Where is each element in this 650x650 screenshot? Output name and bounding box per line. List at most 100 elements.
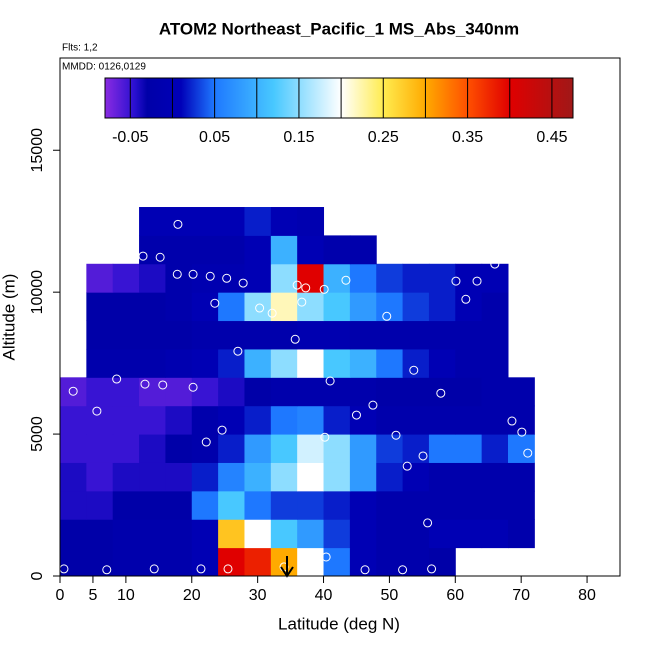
heatmap-cell <box>349 320 377 350</box>
flight-point <box>418 451 428 461</box>
flight-point <box>360 565 370 575</box>
heatmap-cell <box>218 292 245 322</box>
heatmap-cell <box>139 263 166 293</box>
flight-point <box>238 278 248 288</box>
flight-point <box>523 448 533 458</box>
heatmap-cell <box>376 519 404 549</box>
heatmap-cell <box>244 292 272 322</box>
heatmap-cell <box>323 547 351 577</box>
flight-point <box>102 565 112 575</box>
heatmap-cell <box>244 434 272 463</box>
heatmap-cell <box>455 263 483 293</box>
flight-point <box>68 386 78 396</box>
flight-point <box>507 416 517 426</box>
flight-point <box>205 271 215 281</box>
colorbar-tick-label: 0.35 <box>452 129 483 146</box>
heatmap-cell <box>60 547 87 577</box>
heatmap-cell <box>191 547 219 577</box>
heatmap-cell <box>297 434 325 463</box>
heatmap-cell <box>165 377 193 407</box>
flight-point <box>112 374 122 384</box>
heatmap-cell <box>402 377 430 407</box>
flight-point <box>267 308 277 318</box>
flight-point <box>423 518 433 528</box>
heatmap-cell <box>402 462 430 492</box>
heatmap-cell <box>508 490 535 520</box>
heatmap-cell <box>402 405 430 435</box>
flight-point <box>461 294 471 304</box>
heatmap-cell <box>244 519 272 549</box>
heatmap-cell <box>218 377 245 407</box>
heatmap-cell <box>376 377 404 407</box>
heatmap-cell <box>297 235 325 265</box>
heatmap-cell <box>139 207 166 236</box>
flight-point <box>196 564 206 574</box>
flight-point <box>516 551 526 561</box>
flight-point <box>140 379 150 389</box>
heatmap-cell <box>112 405 140 435</box>
flight-point <box>128 226 138 236</box>
x-tick-label: 0 <box>56 587 65 604</box>
plot-frame <box>59 57 621 577</box>
heatmap-cell <box>244 207 272 236</box>
heatmap-cell <box>112 320 140 350</box>
heatmap-cell <box>376 292 404 322</box>
flight-point <box>517 427 527 437</box>
heatmap-cell <box>402 547 430 577</box>
heatmap-cell <box>218 462 245 492</box>
heatmap-cell <box>376 434 404 463</box>
flight-point <box>92 406 102 416</box>
heatmap-cell <box>349 462 377 492</box>
heatmap-cell <box>455 292 483 322</box>
heatmap-cell <box>455 377 483 407</box>
heatmap-cell <box>297 490 325 520</box>
flight-point <box>301 283 311 293</box>
heatmap-cell <box>376 490 404 520</box>
heatmap-cell <box>191 462 219 492</box>
heatmap-cell <box>191 490 219 520</box>
heatmap-cell <box>191 320 219 350</box>
colorbar-tick-label: 0.25 <box>368 129 399 146</box>
heatmap-cell <box>481 292 509 322</box>
y-tick-label: 5000 <box>29 416 46 452</box>
x-axis-title: Latitude (deg N) <box>278 614 400 633</box>
heatmap-cell <box>86 434 114 463</box>
heatmap-cell <box>112 519 140 549</box>
flight-point <box>222 273 232 283</box>
heatmap-cell <box>244 462 272 492</box>
heatmap-cell <box>270 348 298 378</box>
flight-point <box>86 251 96 261</box>
heatmap-cell <box>191 292 219 322</box>
flight-point <box>173 219 183 229</box>
heatmap-cell <box>112 547 140 577</box>
heatmap-cell <box>376 462 404 492</box>
heatmap-cell <box>270 263 298 293</box>
heatmap-cell <box>428 292 456 322</box>
x-tick-label: 5 <box>88 587 97 604</box>
heatmap-cell <box>428 348 456 378</box>
heatmap-cell <box>218 519 245 549</box>
chart-title: ATOM2 Northeast_Pacific_1 MS_Abs_340nm <box>159 19 519 38</box>
heatmap-cell <box>191 434 219 463</box>
heatmap-cell <box>481 348 509 378</box>
flight-point <box>217 425 227 435</box>
heatmap-cell <box>270 235 298 265</box>
flight-point <box>201 437 211 447</box>
heatmap-cell <box>270 462 298 492</box>
heatmap-cell <box>402 292 430 322</box>
x-tick-label: 30 <box>249 587 267 604</box>
y-tick-label: 10000 <box>29 270 46 315</box>
flight-point <box>82 251 92 261</box>
heatmap-cell <box>86 292 114 322</box>
heatmap-cell <box>508 519 535 549</box>
heatmap-cell <box>323 405 351 435</box>
flight-point <box>172 269 182 279</box>
heatmap-cell <box>191 235 219 265</box>
heatmap-cell <box>191 405 219 435</box>
heatmap-cell <box>481 405 509 435</box>
heatmap-cell <box>244 405 272 435</box>
flight-point <box>402 461 412 471</box>
flight-point <box>451 276 461 286</box>
heatmap-cell <box>349 235 377 265</box>
heatmap-cell <box>349 292 377 322</box>
